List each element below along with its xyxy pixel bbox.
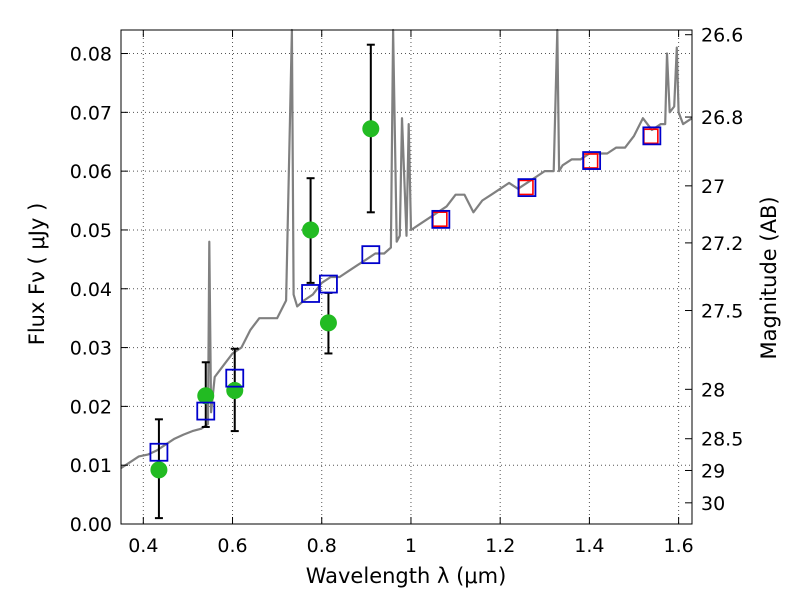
x-tick-label: 1.4 — [574, 535, 604, 557]
observed-point — [226, 382, 244, 400]
spectrum-series — [120, 28, 693, 470]
y-tick-label: 0.08 — [70, 44, 112, 66]
axis-ticks: 0.4 0.6 0.8 1 1.2 1.4 1.6 0.00 0.01 0.02 0.03 0.04 0… — [70, 25, 744, 557]
y-tick-label: 0.05 — [70, 220, 112, 242]
observed-point — [319, 314, 337, 332]
y-axis-label: Flux Fν ( μJy ) — [25, 203, 49, 346]
x-tick-label: 1 — [405, 535, 417, 557]
y-tick-label: 0.03 — [70, 338, 112, 360]
y2-tick-label: 29 — [701, 460, 725, 482]
y2-tick-label: 27.2 — [701, 233, 743, 255]
y2-tick-label: 28 — [701, 379, 725, 401]
observed-point — [150, 461, 168, 479]
observed-point — [302, 221, 320, 239]
model-point-blue — [196, 401, 216, 421]
error-bars — [154, 43, 375, 520]
model-point-blue — [225, 368, 245, 388]
y-tick-label: 0.07 — [70, 102, 112, 124]
observed-point — [362, 120, 380, 138]
x-tick-label: 0.8 — [307, 535, 337, 557]
y2-tick-label: 27.5 — [701, 301, 743, 323]
model-point-blue — [361, 245, 381, 265]
observed-points — [150, 120, 380, 479]
y2-tick-label: 30 — [701, 493, 725, 515]
observed-point — [197, 387, 215, 405]
y-tick-label: 0.02 — [70, 396, 112, 418]
model-point-blue — [582, 151, 602, 170]
spectrum-line — [120, 28, 693, 470]
y-tick-label: 0.04 — [70, 279, 112, 301]
model-point-blue — [431, 209, 451, 229]
x-tick-label: 0.4 — [128, 535, 158, 557]
y2-axis-label: Magnitude (AB) — [757, 196, 781, 359]
y2-tick-label: 26.8 — [701, 107, 743, 129]
model-point-red — [643, 128, 659, 145]
y-tick-label: 0.00 — [70, 514, 112, 536]
model-point-blue — [149, 442, 169, 462]
x-tick-label: 1.2 — [485, 535, 515, 557]
x-axis-label: Wavelength λ (μm) — [306, 564, 507, 588]
model-point-blue — [301, 284, 320, 303]
y2-tick-label: 26.6 — [701, 25, 743, 47]
model-point-blue — [319, 274, 338, 294]
y2-tick-label: 28.5 — [701, 429, 743, 451]
y-tick-label: 0.06 — [70, 161, 112, 183]
y-tick-label: 0.01 — [70, 455, 112, 477]
x-tick-label: 0.6 — [217, 535, 247, 557]
model-point-blue — [517, 178, 537, 198]
x-tick-label: 1.6 — [664, 535, 694, 557]
y2-tick-label: 27 — [701, 176, 725, 198]
plot-frame — [120, 29, 693, 525]
model-points — [149, 126, 662, 462]
grid-lines — [121, 30, 692, 525]
model-point-blue — [642, 126, 662, 146]
